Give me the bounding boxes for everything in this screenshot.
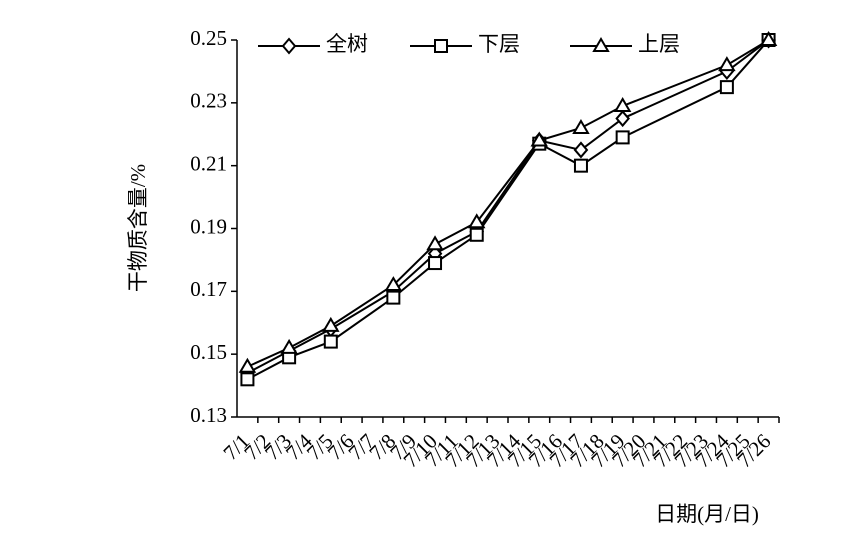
triangle-marker — [759, 31, 778, 46]
diamond-marker — [615, 110, 630, 128]
series-line — [247, 39, 770, 368]
legend-label: 全树 — [326, 32, 368, 56]
triangle-marker — [384, 276, 403, 292]
square-marker — [719, 80, 734, 95]
square-marker — [615, 130, 630, 145]
triangle-marker — [718, 56, 736, 72]
triangle-marker — [322, 316, 340, 332]
x-axis-label: 日期(月/日) — [655, 502, 759, 526]
triangle-marker — [572, 118, 590, 134]
y-axis-label: 干物质含量/% — [126, 164, 150, 292]
triangle-marker — [467, 213, 486, 229]
triangle-marker — [238, 357, 257, 373]
square-marker — [469, 227, 484, 242]
y-tick-label: 0.21 — [190, 151, 227, 175]
diamond-marker — [573, 141, 589, 159]
triangle-marker — [613, 96, 632, 112]
legend-label: 下层 — [478, 32, 520, 56]
triangle-marker — [280, 338, 298, 354]
y-tick-label: 0.19 — [190, 214, 227, 238]
square-marker — [573, 158, 588, 173]
square-marker — [323, 334, 338, 349]
triangle-marker — [426, 235, 444, 251]
diamond-marker — [281, 37, 297, 55]
square-marker — [434, 39, 448, 53]
y-tick-label: 0.13 — [190, 403, 227, 427]
square-marker — [428, 256, 443, 271]
y-tick-label: 0.17 — [190, 277, 227, 301]
square-marker — [240, 372, 255, 387]
y-tick-label: 0.15 — [190, 340, 227, 364]
y-tick-label: 0.25 — [190, 26, 227, 50]
square-marker — [386, 290, 401, 305]
legend-label: 上层 — [638, 32, 680, 56]
triangle-marker — [592, 37, 610, 52]
triangle-marker — [530, 131, 549, 147]
y-tick-label: 0.23 — [190, 89, 227, 113]
series-line — [246, 39, 770, 374]
